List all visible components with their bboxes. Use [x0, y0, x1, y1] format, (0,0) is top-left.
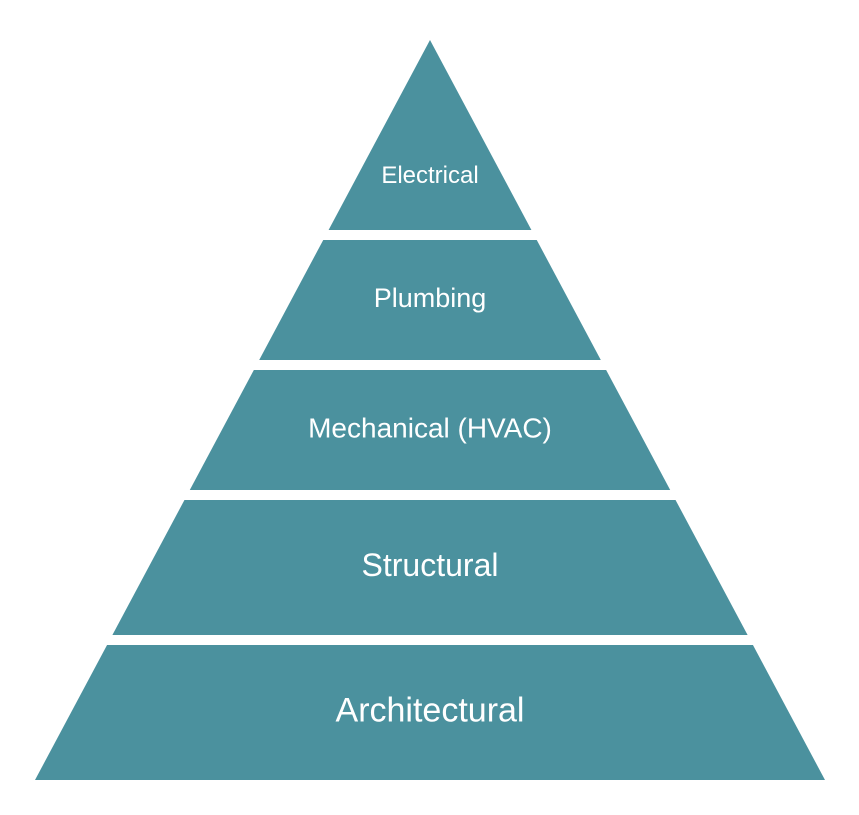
pyramid-level-label-4: Architectural — [335, 691, 524, 729]
pyramid-level-label-0: Electrical — [381, 162, 478, 189]
pyramid-level-label-2: Mechanical (HVAC) — [308, 412, 552, 443]
pyramid-level-0 — [328, 40, 531, 230]
pyramid-level-label-1: Plumbing — [373, 283, 486, 313]
pyramid-diagram: Electrical Plumbing Mechanical (HVAC) Struc… — [20, 30, 840, 790]
pyramid-level-label-3: Structural — [361, 547, 498, 583]
